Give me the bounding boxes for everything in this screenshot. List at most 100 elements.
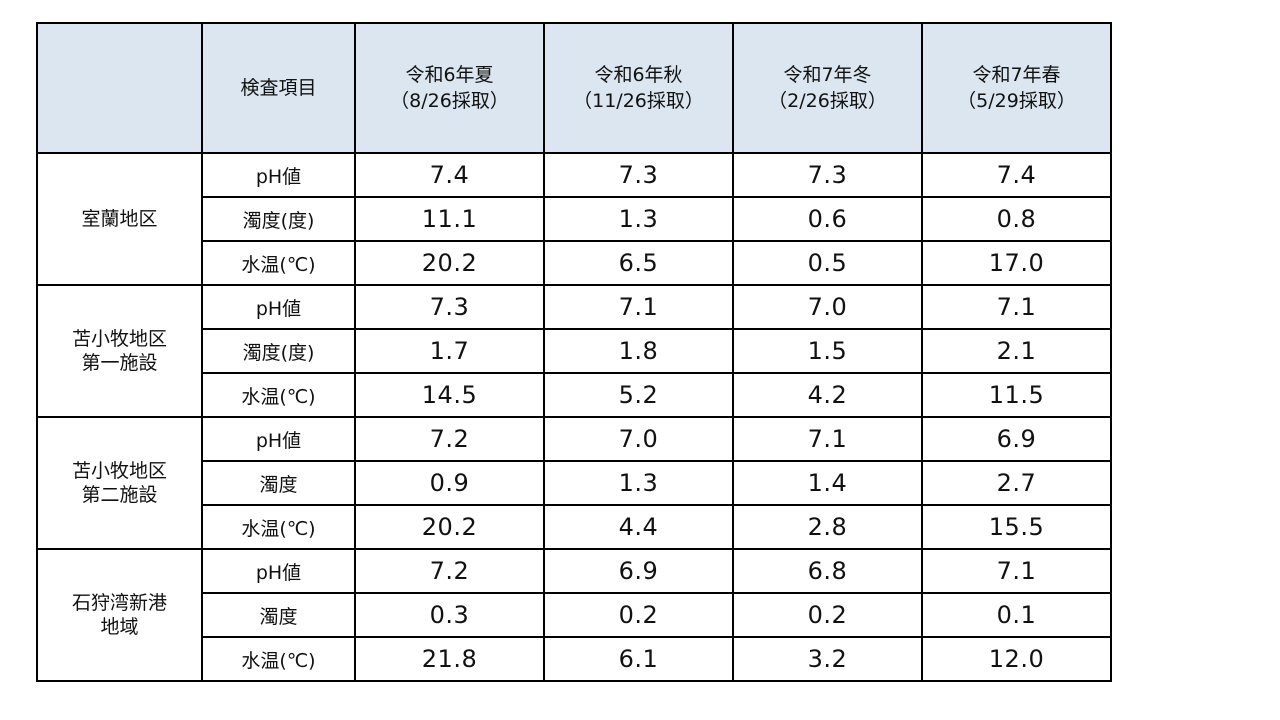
header-season-2: 令和6年秋 （11/26採取） [543,22,734,154]
value-cell: 2.7 [921,460,1112,506]
value-cell: 3.2 [732,636,923,682]
region-name-line2: 地域 [100,616,139,638]
water-quality-table: 検査項目 令和6年夏 （8/26採取） 令和6年秋 （11/26採取） 令和7年… [36,22,1112,682]
region-tomakomai-1: 苫小牧地区 第一施設 [36,284,203,418]
table-row: 濁度 0.9 1.3 1.4 2.7 [37,460,1112,506]
value-cell: 7.2 [354,416,545,462]
table-row: 水温(℃) 20.2 4.4 2.8 15.5 [37,504,1112,550]
table-row: 濁度(度) 1.7 1.8 1.5 2.1 [37,328,1112,374]
item-label: 水温(℃) [201,240,356,286]
table-row: 石狩湾新港 地域 pH値 7.2 6.9 6.8 7.1 [36,548,1112,682]
value-cell: 0.2 [732,592,923,638]
value-cell: 1.8 [543,328,734,374]
season-3-name: 令和7年冬 [783,64,872,86]
table-body: 室蘭地区 pH値 7.4 7.3 7.3 7.4 濁度(度) 11.1 1.3 … [36,152,1112,682]
item-label: 濁度(度) [201,328,356,374]
table-row: 濁度(度) 11.1 1.3 0.6 0.8 [37,196,1112,242]
region-name-line2: 第一施設 [81,352,158,374]
value-cell: 7.3 [543,152,734,198]
value-cell: 6.9 [921,416,1112,462]
item-label: 水温(℃) [201,636,356,682]
table-row: 室蘭地区 pH値 7.4 7.3 7.3 7.4 [36,152,1112,286]
table-row: 苫小牧地区 第一施設 pH値 7.3 7.1 7.0 7.1 [36,284,1112,418]
value-cell: 7.1 [732,416,923,462]
value-cell: 2.8 [732,504,923,550]
value-cell: 21.8 [354,636,545,682]
table-row: 水温(℃) 21.8 6.1 3.2 12.0 [37,636,1112,682]
item-label: pH値 [201,152,356,198]
header-row: 検査項目 令和6年夏 （8/26採取） 令和6年秋 （11/26採取） 令和7年… [36,22,1112,154]
item-label: pH値 [201,284,356,330]
item-label: 濁度(度) [201,196,356,242]
table-row: 濁度 0.3 0.2 0.2 0.1 [37,592,1112,638]
value-cell: 0.3 [354,592,545,638]
value-cell: 7.1 [543,284,734,330]
item-label: 濁度 [201,592,356,638]
value-cell: 20.2 [354,240,545,286]
value-cell: 1.3 [543,460,734,506]
season-1-name: 令和6年夏 [405,64,494,86]
value-cell: 20.2 [354,504,545,550]
item-label: 水温(℃) [201,372,356,418]
region-name-line1: 苫小牧地区 [71,460,167,482]
header-season-1: 令和6年夏 （8/26採取） [354,22,545,154]
value-cell: 6.1 [543,636,734,682]
value-cell: 14.5 [354,372,545,418]
region-name-line2: 第二施設 [81,484,158,506]
value-cell: 11.1 [354,196,545,242]
table-row: 水温(℃) 14.5 5.2 4.2 11.5 [37,372,1112,418]
region-ishikari: 石狩湾新港 地域 [36,548,203,682]
header-season-3: 令和7年冬 （2/26採取） [732,22,923,154]
region-name-line1: 石狩湾新港 [71,592,167,614]
value-cell: 0.5 [732,240,923,286]
value-cell: 6.8 [732,548,923,594]
value-cell: 7.0 [543,416,734,462]
value-cell: 7.1 [921,284,1112,330]
value-cell: 11.5 [921,372,1112,418]
value-cell: 0.6 [732,196,923,242]
value-cell: 7.4 [921,152,1112,198]
header-item-label: 検査項目 [201,22,356,154]
value-cell: 1.3 [543,196,734,242]
value-cell: 7.3 [354,284,545,330]
table-row: 水温(℃) 20.2 6.5 0.5 17.0 [37,240,1112,286]
value-cell: 7.1 [921,548,1112,594]
item-label: 濁度 [201,460,356,506]
item-label: pH値 [201,548,356,594]
value-cell: 6.9 [543,548,734,594]
table-header: 検査項目 令和6年夏 （8/26採取） 令和6年秋 （11/26採取） 令和7年… [36,22,1112,154]
value-cell: 0.8 [921,196,1112,242]
value-cell: 0.9 [354,460,545,506]
header-season-4: 令和7年春 （5/29採取） [921,22,1112,154]
value-cell: 1.7 [354,328,545,374]
region-tomakomai-2: 苫小牧地区 第二施設 [36,416,203,550]
season-3-date: （2/26採取） [768,90,887,112]
value-cell: 0.2 [543,592,734,638]
value-cell: 4.4 [543,504,734,550]
item-label: pH値 [201,416,356,462]
value-cell: 17.0 [921,240,1112,286]
item-label: 水温(℃) [201,504,356,550]
value-cell: 1.4 [732,460,923,506]
value-cell: 15.5 [921,504,1112,550]
value-cell: 7.2 [354,548,545,594]
value-cell: 0.1 [921,592,1112,638]
region-muroran: 室蘭地区 [36,152,203,286]
value-cell: 7.0 [732,284,923,330]
region-name-line1: 室蘭地区 [81,208,158,230]
season-4-date: （5/29採取） [957,90,1076,112]
value-cell: 4.2 [732,372,923,418]
header-region-blank [36,22,203,154]
value-cell: 12.0 [921,636,1112,682]
season-4-name: 令和7年春 [972,64,1061,86]
region-name-line1: 苫小牧地区 [71,328,167,350]
value-cell: 1.5 [732,328,923,374]
season-2-date: （11/26採取） [573,90,704,112]
table-row: 苫小牧地区 第二施設 pH値 7.2 7.0 7.1 6.9 [36,416,1112,550]
value-cell: 7.3 [732,152,923,198]
water-quality-table-container: 検査項目 令和6年夏 （8/26採取） 令和6年秋 （11/26採取） 令和7年… [36,22,1112,682]
value-cell: 2.1 [921,328,1112,374]
value-cell: 7.4 [354,152,545,198]
season-2-name: 令和6年秋 [594,64,683,86]
value-cell: 6.5 [543,240,734,286]
